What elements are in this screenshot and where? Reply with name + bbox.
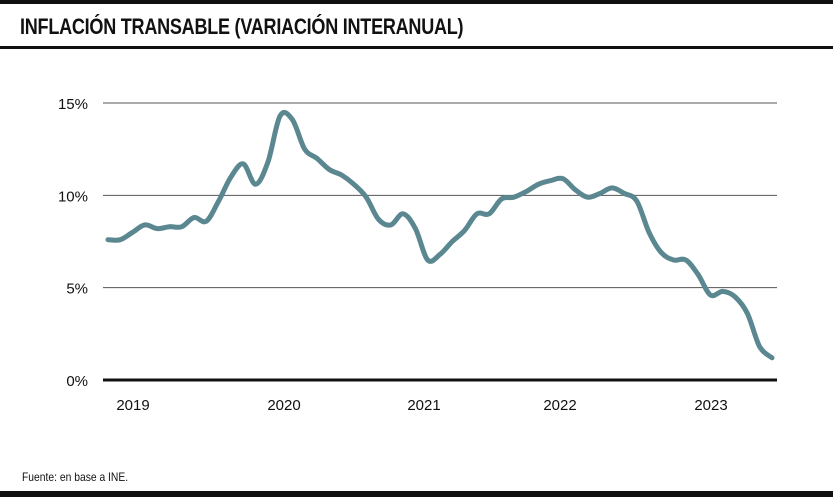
x-tick-label: 2023 [694, 397, 727, 414]
top-rule [0, 0, 833, 4]
y-tick-label: 5% [66, 281, 88, 298]
x-tick-label: 2022 [543, 397, 576, 414]
series-line-inflacion-transable [105, 110, 775, 361]
y-tick-label: 0% [66, 373, 88, 390]
x-tick-label: 2021 [407, 397, 440, 414]
y-tick-label: 15% [58, 96, 88, 113]
source-note: Fuente: en base a INE. [22, 470, 129, 484]
inflation-line-chart: 0% 5% 10% 15% 2019 2020 2021 2022 2023 [58, 96, 777, 414]
x-tick-label: 2020 [267, 397, 300, 414]
title-rule [0, 46, 833, 49]
y-tick-label: 10% [58, 188, 88, 205]
bottom-rule [0, 491, 833, 497]
x-tick-label: 2019 [116, 397, 149, 414]
chart-title: INFLACIÓN TRANSABLE (VARIACIÓN INTERANUA… [20, 14, 464, 39]
